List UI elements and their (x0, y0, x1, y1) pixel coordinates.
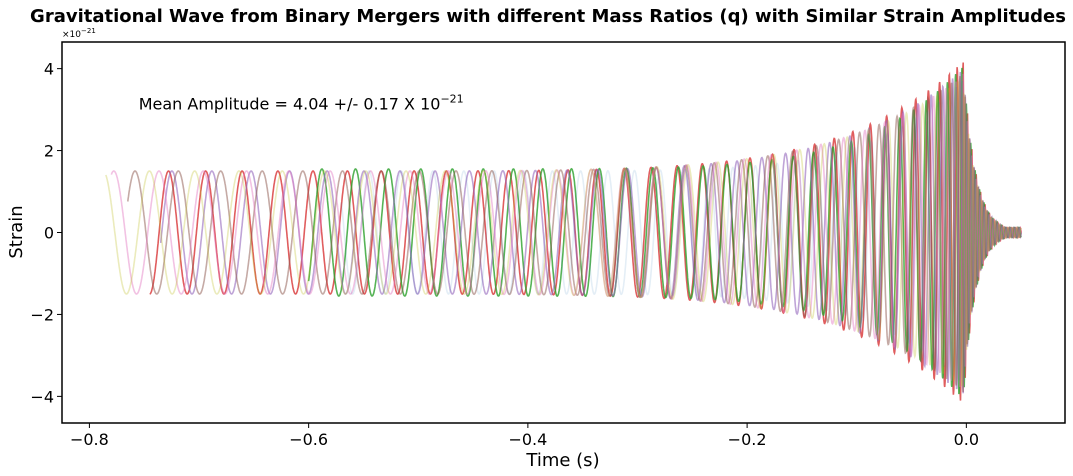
x-tick-label: −0.6 (289, 430, 328, 449)
x-axis: −0.8 −0.6 −0.4 −0.2 0.0 (70, 423, 979, 449)
y-tick-label: 0 (44, 224, 54, 243)
waveform-series-line (127, 76, 1022, 393)
x-tick-label: −0.4 (508, 430, 547, 449)
y-tick-label: 4 (44, 60, 54, 79)
waveform-series-line (159, 71, 1022, 394)
chart-title: Gravitational Wave from Binary Mergers w… (30, 6, 1066, 27)
y-tick-label: −4 (30, 387, 54, 406)
y-tick-label: −2 (30, 305, 54, 324)
x-tick-label: −0.2 (728, 430, 767, 449)
waveform-series-line (110, 73, 1022, 388)
x-axis-label: Time (s) (525, 450, 599, 471)
waveform-series-line (105, 81, 1022, 387)
mean-amplitude-annotation: Mean Amplitude = 4.04 +/- 0.17 X 10−21 (139, 93, 464, 114)
x-tick-label: −0.8 (70, 430, 109, 449)
x-tick-label: 0.0 (954, 430, 979, 449)
series-layer (105, 62, 1022, 401)
y-offset-label: ×10−21 (62, 27, 96, 40)
y-tick-label: 2 (44, 142, 54, 161)
waveform-series-line (340, 80, 1022, 381)
y-axis-label: Strain (6, 205, 27, 258)
y-axis: −4 −2 0 2 4 (30, 60, 62, 406)
